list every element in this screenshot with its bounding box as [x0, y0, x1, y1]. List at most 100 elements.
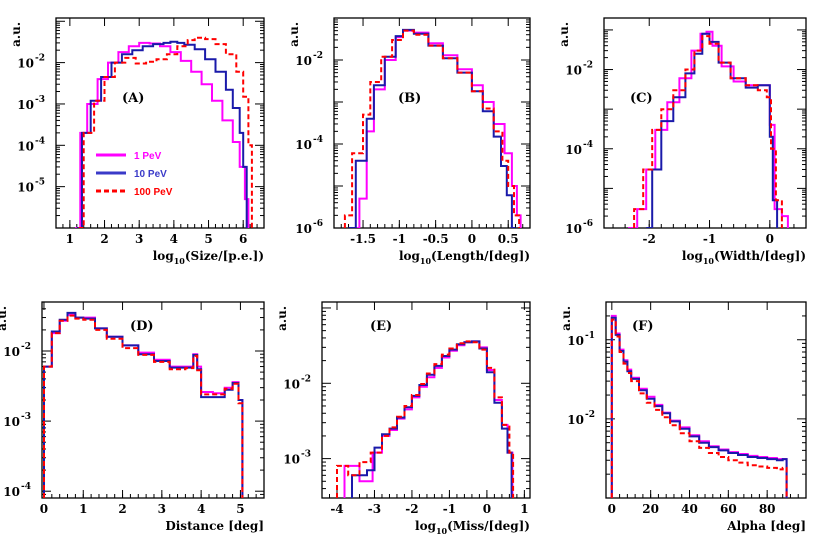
y-tick-label: 10: [295, 138, 312, 152]
x-tick-label: 0: [483, 502, 491, 516]
y-tick-label: 10: [3, 345, 20, 359]
y-tick-exponent: -2: [313, 51, 323, 61]
x-axis-label-sub: 10: [703, 256, 715, 266]
x-axis-label-sub: 10: [436, 526, 448, 536]
x-tick-label: 1: [520, 502, 528, 516]
legend-label: 10 PeV: [134, 169, 167, 180]
y-tick-label: 10: [295, 54, 312, 68]
y-tick-label: 10: [3, 415, 20, 429]
y-tick-label: 10: [17, 57, 34, 71]
y-tick-label: 10: [567, 334, 584, 348]
x-tick-label: 1: [66, 232, 74, 246]
y-axis-label: a.u.: [0, 306, 9, 331]
series-10-pev: [610, 316, 788, 498]
x-tick-label: 0: [468, 232, 476, 246]
x-axis-label-sub: 10: [420, 256, 432, 266]
panel-label: (F): [632, 319, 654, 334]
panel-c: -2 -1 010-210-410 -6a.u.log10(Width/[deg])(…: [557, 17, 807, 266]
series-100-pev: [78, 36, 253, 228]
x-tick-label: 5: [204, 232, 212, 246]
x-axis-label: log10(Miss/[deg]): [415, 519, 530, 536]
panel-label: (B): [398, 91, 421, 106]
x-tick-label: 0: [608, 502, 616, 516]
x-axis-label: log10(Width/[deg]): [682, 249, 806, 266]
series-100-pev: [610, 318, 788, 498]
x-axis-label: log10(Length/[deg]): [399, 249, 530, 266]
x-axis-label: Distance [deg]: [165, 519, 264, 533]
series-10-pev: [76, 40, 248, 228]
series-1-pev: [43, 313, 244, 498]
x-axis-label-rest: (Miss/[deg]): [447, 519, 530, 533]
legend-label: 100 PeV: [134, 187, 173, 198]
x-tick-label: 3: [135, 232, 143, 246]
y-tick-exponent: -6: [313, 219, 323, 229]
x-tick-label: 6: [239, 232, 247, 246]
x-tick-label: 2: [100, 232, 108, 246]
y-tick-exponent: -6: [583, 219, 593, 229]
y-axis-label: a.u.: [559, 306, 573, 331]
x-tick-label: 20: [642, 502, 659, 516]
x-tick-label: -1.5: [350, 232, 376, 246]
x-axis-label: Alpha [deg]: [726, 519, 806, 533]
series-100-pev: [336, 340, 515, 498]
y-axis-label: a.u.: [275, 306, 289, 331]
y-tick-label: 10: [17, 98, 34, 112]
y-tick-exponent: -2: [585, 410, 595, 420]
y-tick-exponent: -2: [301, 374, 311, 384]
series-1-pev: [75, 41, 250, 228]
x-axis-label-sub: 10: [174, 256, 186, 266]
series-1-pev: [343, 340, 514, 498]
x-axis-label-main: log: [415, 519, 437, 533]
y-tick-exponent: -3: [301, 450, 311, 460]
y-tick-exponent: -4: [583, 140, 593, 150]
x-tick-label: 0: [766, 232, 774, 246]
series-10-pev: [43, 311, 244, 498]
y-axis-label: a.u.: [557, 22, 571, 47]
series-1-pev: [610, 314, 788, 498]
y-tick-exponent: -4: [21, 482, 31, 492]
plot-frame: [333, 17, 531, 229]
series-100-pev: [633, 35, 783, 228]
x-tick-label: -1: [443, 502, 456, 516]
series-100-pev: [43, 314, 244, 498]
y-tick-exponent: -2: [21, 342, 31, 352]
y-tick-exponent: -4: [313, 135, 323, 145]
x-tick-label: 60: [720, 502, 737, 516]
y-tick-label: 10: [565, 64, 582, 78]
panel-d: 0 1 2 3 4 510-210-310 -4a.u.Distance [deg](D): [0, 301, 265, 533]
legend-label: 1 PeV: [134, 151, 162, 162]
y-tick-label: 10: [283, 453, 300, 467]
y-tick-label: 10: [295, 222, 312, 236]
y-tick-exponent: -2: [35, 54, 45, 64]
x-tick-label: -1: [393, 232, 406, 246]
y-tick-label: 10: [17, 181, 34, 195]
y-tick-label: 10: [17, 139, 34, 153]
y-axis-label: a.u.: [287, 22, 301, 47]
x-axis-label-rest: (Size/[p.e.]): [185, 249, 264, 263]
x-tick-label: 80: [759, 502, 776, 516]
x-tick-label: 0.5: [498, 232, 519, 246]
y-tick-exponent: -1: [585, 331, 595, 341]
y-tick-label: 10: [567, 413, 584, 427]
x-axis-label-main: log: [399, 249, 421, 263]
y-tick-label: 10: [283, 377, 300, 391]
x-tick-label: -2: [643, 232, 656, 246]
x-tick-label: 4: [197, 502, 205, 516]
x-tick-label: -1: [703, 232, 716, 246]
x-tick-label: 4: [170, 232, 178, 246]
y-tick-label: 10: [565, 222, 582, 236]
x-tick-label: 40: [681, 502, 698, 516]
plot-frame: [603, 17, 807, 229]
y-tick-exponent: -3: [35, 95, 45, 105]
series-10-pev: [348, 28, 516, 228]
panel-e: -4 -3 -2 -1 0 110 -210 -3a.u.log10(Miss/[deg])(…: [275, 301, 531, 536]
y-tick-label: 10: [565, 143, 582, 157]
panel-label: (C): [630, 91, 653, 106]
panel-label: (A): [122, 91, 144, 106]
x-tick-label: -0.5: [423, 232, 449, 246]
panel-label: (E): [370, 319, 392, 334]
y-tick-exponent: -2: [583, 61, 593, 71]
x-axis-label-main: log: [153, 249, 175, 263]
